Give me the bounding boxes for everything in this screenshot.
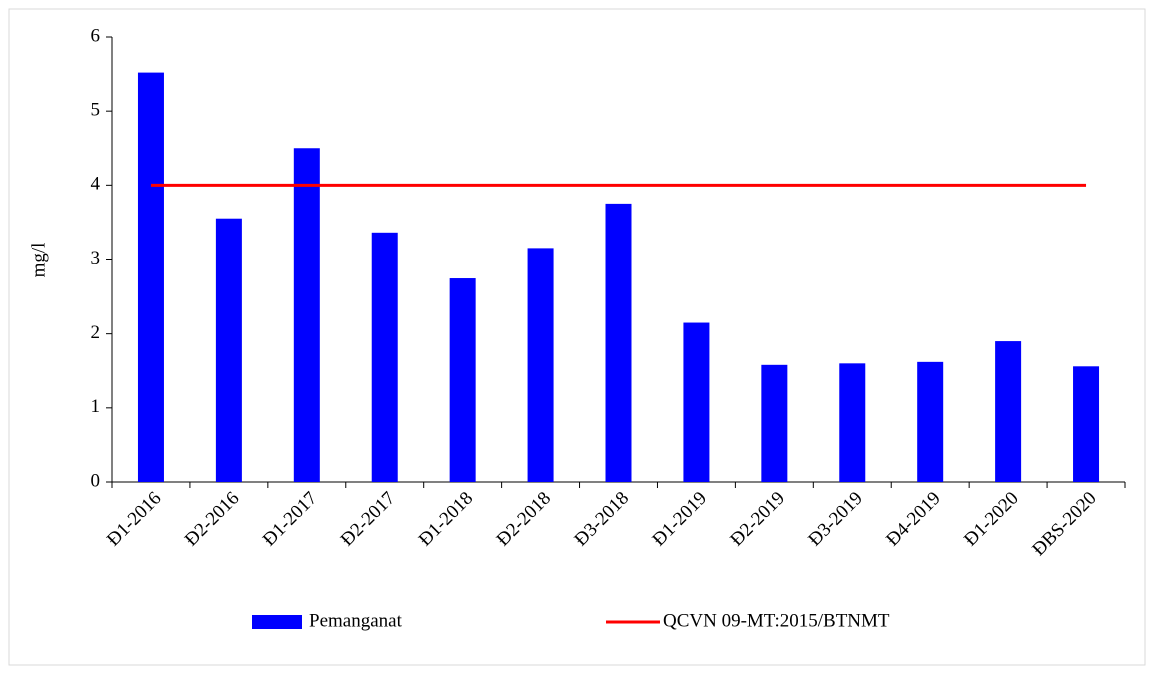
bar (449, 278, 476, 482)
legend-label: Pemanganat (309, 610, 403, 631)
bar (527, 248, 554, 482)
y-axis-label: mg/l (28, 243, 49, 278)
y-tick-label: 1 (91, 396, 101, 417)
y-tick-label: 5 (91, 100, 101, 121)
bar (683, 322, 710, 482)
bar (137, 72, 164, 482)
y-tick-label: 2 (91, 322, 101, 343)
bar (995, 341, 1022, 482)
chart-frame (8, 8, 1146, 666)
bar (839, 363, 866, 482)
y-tick-label: 6 (91, 25, 101, 46)
legend-swatch (252, 615, 302, 629)
bar (371, 232, 398, 482)
bar (293, 148, 320, 482)
y-tick-label: 0 (91, 470, 101, 491)
bar (605, 203, 632, 482)
legend-label: QCVN 09-MT:2015/BTNMT (663, 610, 890, 631)
bar (1073, 366, 1100, 482)
bar (215, 218, 242, 483)
bar (761, 364, 788, 482)
y-tick-label: 4 (91, 174, 101, 195)
y-tick-label: 3 (91, 248, 101, 269)
bar (917, 361, 944, 482)
